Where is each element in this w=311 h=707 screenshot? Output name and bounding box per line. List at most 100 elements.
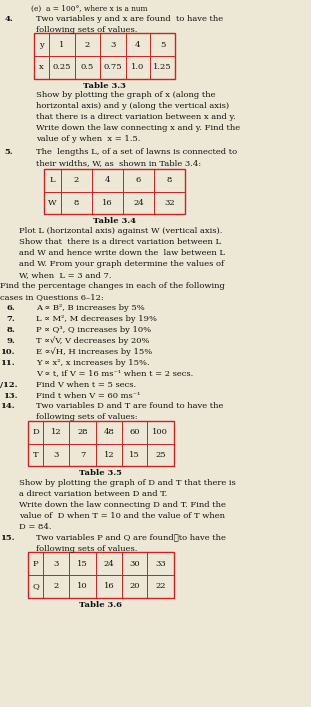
Text: 16: 16 xyxy=(104,583,114,590)
Text: 33: 33 xyxy=(155,560,166,568)
Text: 11.: 11. xyxy=(0,358,15,367)
Text: Two variables P and Q are found、to have the: Two variables P and Q are found、to have … xyxy=(36,534,226,542)
Text: Table 3.5: Table 3.5 xyxy=(79,469,122,477)
Text: Table 3.6: Table 3.6 xyxy=(79,600,122,609)
Text: Show that  there is a direct variation between L: Show that there is a direct variation be… xyxy=(19,238,221,246)
Text: a direct variation between D and T.: a direct variation between D and T. xyxy=(19,490,167,498)
Text: 8: 8 xyxy=(167,177,172,185)
Text: 3: 3 xyxy=(110,41,116,49)
Bar xyxy=(34,33,175,78)
Text: 32: 32 xyxy=(164,199,175,207)
Text: 20: 20 xyxy=(129,583,140,590)
Text: Table 3.4: Table 3.4 xyxy=(93,217,136,226)
Text: P ∝ Q³, Q increases by 10%: P ∝ Q³, Q increases by 10% xyxy=(36,326,151,334)
Bar xyxy=(44,169,185,214)
Text: Find V when t = 5 secs.: Find V when t = 5 secs. xyxy=(36,380,136,389)
Text: 15: 15 xyxy=(77,560,88,568)
Text: L: L xyxy=(49,177,55,185)
Text: following sets of values.: following sets of values. xyxy=(36,25,137,34)
Text: Q: Q xyxy=(32,583,39,590)
Text: value of y when  x = 1.5.: value of y when x = 1.5. xyxy=(36,135,140,144)
Text: 24: 24 xyxy=(104,560,114,568)
Text: P: P xyxy=(33,560,38,568)
Text: A ∝ B², B increases by 5%: A ∝ B², B increases by 5% xyxy=(36,304,145,312)
Text: 15: 15 xyxy=(129,451,140,459)
Text: 7: 7 xyxy=(80,451,85,459)
Text: 0.75: 0.75 xyxy=(104,64,122,71)
Text: following sets of values.: following sets of values. xyxy=(36,545,137,553)
Text: and W. From your graph determine the values of: and W. From your graph determine the val… xyxy=(19,260,224,268)
Text: W, when  L = 3 and 7.: W, when L = 3 and 7. xyxy=(19,271,111,279)
Text: 2: 2 xyxy=(74,177,79,185)
Text: 5: 5 xyxy=(160,41,165,49)
Text: 48: 48 xyxy=(104,428,114,436)
Text: 14.: 14. xyxy=(0,402,15,411)
Text: 1.0: 1.0 xyxy=(131,64,144,71)
Text: (e)  a = 100°, where x is a num: (e) a = 100°, where x is a num xyxy=(31,5,148,13)
Text: 60: 60 xyxy=(129,428,140,436)
Text: D = 84.: D = 84. xyxy=(19,523,51,531)
Text: 6.: 6. xyxy=(6,304,15,312)
Text: V ∝ t, if V = 16 ms⁻¹ when t = 2 secs.: V ∝ t, if V = 16 ms⁻¹ when t = 2 secs. xyxy=(36,370,193,378)
Text: 100: 100 xyxy=(152,428,168,436)
Text: Show by plotting the graph of D and T that there is: Show by plotting the graph of D and T th… xyxy=(19,479,235,487)
Text: 24: 24 xyxy=(133,199,144,207)
Text: 5.: 5. xyxy=(5,148,13,156)
Text: Two variables y and x are found  to have the: Two variables y and x are found to have … xyxy=(36,15,223,23)
Text: 13.: 13. xyxy=(3,392,18,399)
Text: 3: 3 xyxy=(53,560,59,568)
Text: The  lengths L, of a set of lawns is connected to: The lengths L, of a set of lawns is conn… xyxy=(36,148,237,156)
Bar xyxy=(28,421,174,467)
Text: Two variables D and T are found to have the: Two variables D and T are found to have … xyxy=(36,402,223,411)
Text: 0.25: 0.25 xyxy=(53,64,71,71)
Bar xyxy=(28,552,174,597)
Text: 25: 25 xyxy=(155,451,166,459)
Text: 9.: 9. xyxy=(6,337,15,345)
Text: horizontal axis) and y (along the vertical axis): horizontal axis) and y (along the vertic… xyxy=(36,103,229,110)
Text: T ∝√V, V decreases by 20%: T ∝√V, V decreases by 20% xyxy=(36,337,149,345)
Text: 2: 2 xyxy=(85,41,90,49)
Text: 1.25: 1.25 xyxy=(153,64,172,71)
Text: D: D xyxy=(32,428,39,436)
Text: and W and hence write down the  law between L: and W and hence write down the law betwe… xyxy=(19,249,225,257)
Text: x: x xyxy=(39,64,44,71)
Text: value of  D when T = 10 and the value of T when: value of D when T = 10 and the value of … xyxy=(19,512,225,520)
Text: Show by plotting the graph of x (along the: Show by plotting the graph of x (along t… xyxy=(36,91,215,100)
Text: y: y xyxy=(39,41,44,49)
Text: cases in Questions 6–12:: cases in Questions 6–12: xyxy=(0,293,104,301)
Text: 2: 2 xyxy=(53,583,59,590)
Text: 1: 1 xyxy=(59,41,65,49)
Text: 0.5: 0.5 xyxy=(81,64,94,71)
Text: 16: 16 xyxy=(102,199,113,207)
Text: Plot L (horizontal axis) against W (vertical axis).: Plot L (horizontal axis) against W (vert… xyxy=(19,227,222,235)
Text: following sets of values:: following sets of values: xyxy=(36,414,137,421)
Text: Write down the law connecting D and T. Find the: Write down the law connecting D and T. F… xyxy=(19,501,225,509)
Text: 10.: 10. xyxy=(0,348,15,356)
Text: 22: 22 xyxy=(155,583,165,590)
Text: 12: 12 xyxy=(104,451,114,459)
Text: W: W xyxy=(48,199,56,207)
Text: Write down the law connecting x and y. Find the: Write down the law connecting x and y. F… xyxy=(36,124,240,132)
Text: /12.: /12. xyxy=(0,380,17,389)
Text: L ∝ M², M decreases by 19%: L ∝ M², M decreases by 19% xyxy=(36,315,157,323)
Text: Find the percentage changes in each of the following: Find the percentage changes in each of t… xyxy=(0,282,225,290)
Text: that there is a direct variation between x and y.: that there is a direct variation between… xyxy=(36,113,235,122)
Text: 6: 6 xyxy=(136,177,141,185)
Text: 8: 8 xyxy=(73,199,79,207)
Text: their widths, W, as  shown in Table 3.4:: their widths, W, as shown in Table 3.4: xyxy=(36,159,201,168)
Text: 7.: 7. xyxy=(6,315,15,323)
Text: 8.: 8. xyxy=(6,326,15,334)
Text: T: T xyxy=(33,451,38,459)
Text: 15.: 15. xyxy=(0,534,15,542)
Text: 30: 30 xyxy=(129,560,140,568)
Text: 10: 10 xyxy=(77,583,88,590)
Text: 3: 3 xyxy=(53,451,59,459)
Text: 4.: 4. xyxy=(5,15,13,23)
Text: Table 3.3: Table 3.3 xyxy=(83,81,126,90)
Text: 28: 28 xyxy=(77,428,88,436)
Text: E ∝√H, H increases by 15%: E ∝√H, H increases by 15% xyxy=(36,348,152,356)
Text: 12: 12 xyxy=(51,428,62,436)
Text: Y ∝ x², x increases by 15%.: Y ∝ x², x increases by 15%. xyxy=(36,358,149,367)
Text: 4: 4 xyxy=(135,41,141,49)
Text: Find t when V = 60 ms⁻¹: Find t when V = 60 ms⁻¹ xyxy=(36,392,140,399)
